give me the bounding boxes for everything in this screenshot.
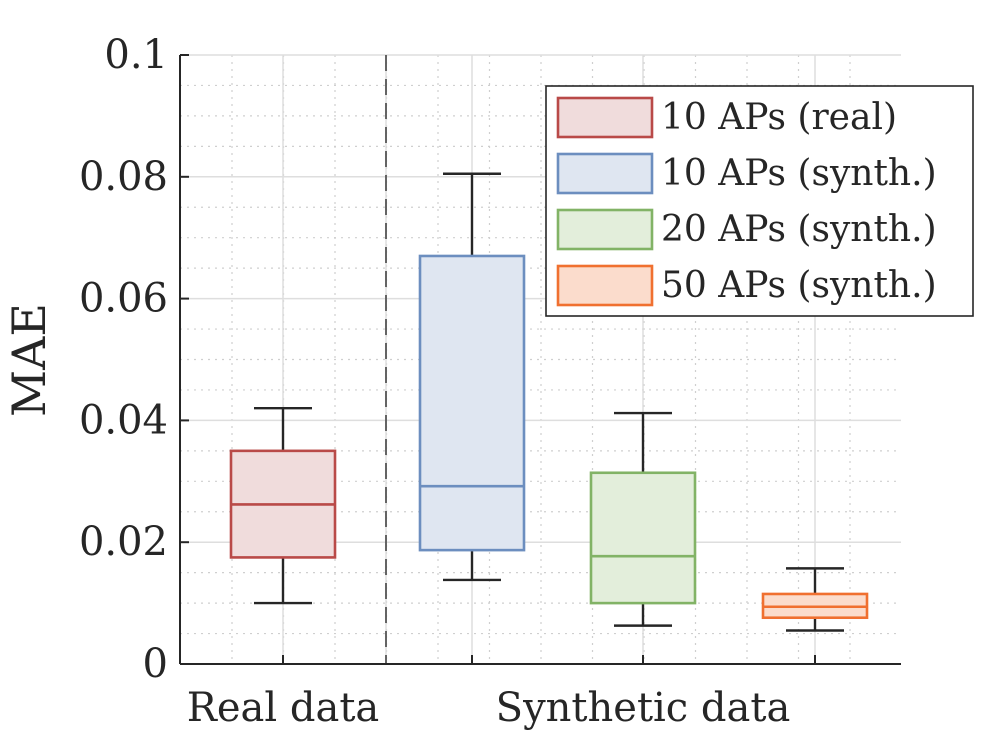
iqr-box — [589, 471, 697, 605]
y-tick-label: 0.02 — [79, 519, 168, 565]
legend-swatch — [556, 208, 654, 251]
box-10-aps-synth — [418, 172, 526, 582]
legend-item: 10 APs (synth.) — [556, 152, 937, 195]
legend-label: 10 APs (real) — [661, 97, 897, 138]
y-tick-label: 0.08 — [79, 154, 168, 200]
axes-layer — [179, 55, 901, 665]
y-tick-label: 0.04 — [79, 397, 168, 443]
legend-swatch — [556, 96, 654, 139]
legend: 10 APs (real) 10 APs (synth.) 20 APs (synt… — [545, 85, 974, 317]
legend-item: 50 APs (synth.) — [556, 264, 937, 307]
box-layer — [229, 172, 869, 632]
legend-label: 10 APs (synth.) — [661, 153, 937, 194]
legend-label: 50 APs (synth.) — [661, 265, 937, 306]
legend-label: 20 APs (synth.) — [661, 209, 937, 250]
y-tick-label: 0.1 — [104, 32, 168, 78]
box-50-aps-synth — [761, 567, 869, 632]
group-label-synthetic: Synthetic data — [496, 685, 791, 731]
y-tick-label: 0 — [143, 641, 168, 687]
tick-layer: 0 0.02 0.04 0.06 0.08 0.1 — [79, 32, 816, 687]
iqr-box — [418, 254, 526, 552]
legend-item: 10 APs (real) — [556, 96, 897, 139]
legend-swatch — [556, 152, 654, 195]
legend-item: 20 APs (synth.) — [556, 208, 937, 251]
legend-swatch — [556, 264, 654, 307]
group-label-real: Real data — [187, 685, 380, 731]
box-10-aps-real — [229, 407, 337, 605]
y-tick-label: 0.06 — [79, 276, 168, 322]
box-20-aps-synth — [589, 411, 697, 627]
y-axis-label: MAE — [2, 303, 56, 417]
